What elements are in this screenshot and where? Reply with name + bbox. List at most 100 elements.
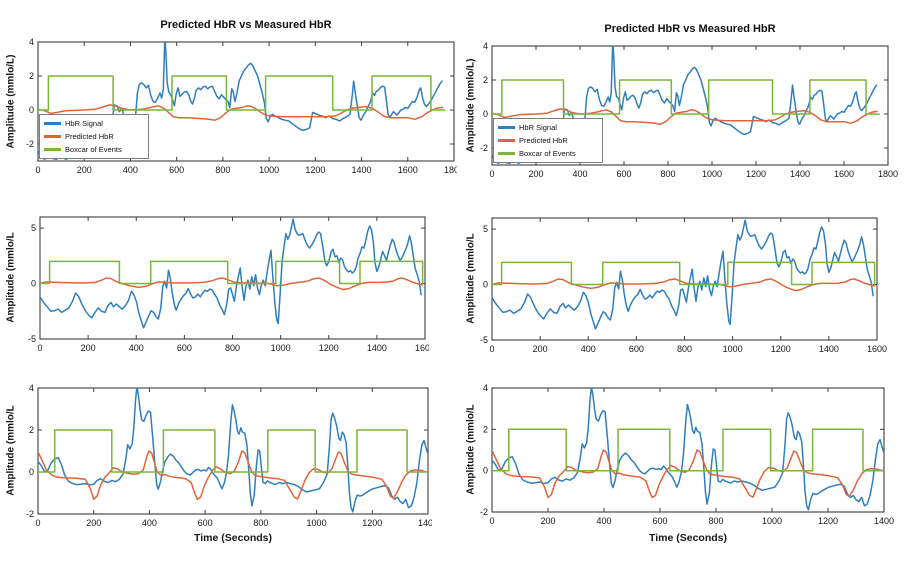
y-tick-label: -5: [480, 335, 488, 345]
legend: HbR Signal Predicted HbR Boxcar of Event…: [39, 114, 149, 159]
x-tick-label: 1200: [305, 165, 325, 175]
legend-label: HbR Signal: [65, 119, 103, 128]
y-tick-label: 0: [29, 105, 34, 115]
boxcar-of-events-line: [492, 428, 884, 472]
x-tick-label: 1200: [319, 343, 339, 353]
x-tick-label: 0: [489, 344, 494, 354]
x-tick-label: 1800: [878, 169, 898, 179]
hbr-signal-line: [492, 219, 874, 330]
x-tick-label: 1000: [259, 165, 279, 175]
x-tick-label: 600: [169, 165, 184, 175]
y-tick-label: 0: [483, 466, 488, 476]
x-tick-label: 1600: [415, 343, 435, 353]
predicted-hbr-swatch: [44, 135, 61, 138]
y-tick-label: 0: [483, 109, 488, 119]
legend-label: Boxcar of Events: [65, 145, 122, 154]
y-tick-label: 5: [483, 224, 488, 234]
y-tick-label: -2: [480, 507, 488, 517]
hbr-signal-swatch: [498, 126, 515, 129]
x-tick-label: 800: [708, 516, 723, 526]
hbr-signal-line: [40, 218, 422, 329]
x-tick-label: 600: [629, 344, 644, 354]
hbr-signal-swatch: [44, 122, 61, 125]
y-tick-label: 0: [483, 280, 488, 290]
legend-item: Predicted HbR: [498, 135, 598, 146]
x-tick-label: 800: [660, 169, 675, 179]
boxcar-of-events-line: [38, 75, 446, 111]
y-tick-label: 4: [483, 383, 488, 393]
y-tick-label: 2: [483, 424, 488, 434]
x-tick-label: 600: [616, 169, 631, 179]
y-axis-label: Amplitude (mmlo/L: [465, 404, 477, 495]
legend-label: Predicted HbR: [65, 132, 114, 141]
x-tick-label: 1000: [762, 516, 782, 526]
x-tick-label: 200: [528, 169, 543, 179]
y-tick-label: -5: [28, 334, 36, 344]
x-tick-label: 1200: [771, 344, 791, 354]
y-axis-label: Amplitude (mmlo/L): [465, 58, 477, 153]
panel-row1-left: 0 200 400 600 800 1000 1200 1400 1600 1800 4 2 0 -2: [26, 37, 464, 175]
y-axis-label: Amplitude (mmlo/L: [5, 232, 17, 323]
x-axis-label: Time (Seconds): [649, 532, 727, 544]
x-tick-label: 1000: [723, 344, 743, 354]
predicted-hbr-line: [492, 108, 878, 125]
legend-label: Predicted HbR: [519, 136, 568, 145]
x-tick-label: 0: [35, 165, 40, 175]
x-axis-label: Time (Seconds): [194, 532, 272, 544]
x-tick-label: 1400: [352, 165, 372, 175]
x-tick-label: 0: [37, 343, 42, 353]
boxcar-of-events-line: [40, 260, 424, 285]
y-axis-label: Amplitude (mmlo/L: [5, 405, 17, 496]
boxcar-of-events-line: [492, 79, 880, 115]
x-tick-label: 400: [129, 343, 144, 353]
predicted-hbr-swatch: [498, 139, 515, 142]
y-axis-label: Amplitude (mmlo/L): [5, 54, 17, 149]
x-tick-label: 1000: [702, 169, 722, 179]
legend-item: Boxcar of Events: [498, 148, 598, 159]
x-tick-label: 1000: [307, 518, 327, 528]
y-tick-label: 4: [483, 41, 488, 51]
axes-frame: [491, 45, 889, 166]
x-tick-label: 1400: [874, 516, 894, 526]
x-tick-label: 1200: [818, 516, 838, 526]
y-tick-label: 2: [29, 425, 34, 435]
x-tick-label: 1800: [444, 165, 464, 175]
panel-row1-right: 0 200 400 600 800 1000 1200 1400 1600 1800 4 2 0 -2: [480, 41, 898, 179]
legend-label: HbR Signal: [519, 123, 557, 132]
hbr-signal-line: [38, 42, 443, 161]
x-tick-label: 0: [489, 516, 494, 526]
x-tick-label: 1000: [271, 343, 291, 353]
x-tick-label: 200: [540, 516, 555, 526]
x-tick-label: 1600: [398, 165, 418, 175]
legend: HbR Signal Predicted HbR Boxcar of Event…: [493, 118, 603, 163]
x-tick-label: 1200: [362, 518, 382, 528]
y-tick-label: 4: [29, 383, 34, 393]
y-tick-label: 5: [31, 223, 36, 233]
x-tick-label: 600: [652, 516, 667, 526]
y-tick-label: 2: [483, 75, 488, 85]
y-tick-label: -2: [480, 143, 488, 153]
legend-label: Boxcar of Events: [519, 149, 576, 158]
x-tick-label: 1400: [819, 344, 839, 354]
plot-title: Predicted HbR vs Measured HbR: [160, 19, 332, 31]
x-tick-label: 0: [489, 169, 494, 179]
x-tick-label: 800: [677, 344, 692, 354]
x-tick-label: 400: [596, 516, 611, 526]
x-tick-label: 200: [533, 344, 548, 354]
hbr-signal-line: [492, 46, 878, 165]
x-tick-label: 0: [35, 518, 40, 528]
y-tick-label: 0: [29, 467, 34, 477]
x-tick-label: 1400: [367, 343, 387, 353]
x-tick-label: 1200: [746, 169, 766, 179]
x-tick-label: 200: [86, 518, 101, 528]
x-tick-label: 1400: [790, 169, 810, 179]
y-tick-label: -2: [26, 509, 34, 519]
legend-item: Boxcar of Events: [44, 144, 144, 155]
x-tick-label: 400: [142, 518, 157, 528]
hbr-signal-line: [38, 388, 428, 513]
x-tick-label: 600: [177, 343, 192, 353]
plot-title: Predicted HbR vs Measured HbR: [604, 23, 776, 35]
